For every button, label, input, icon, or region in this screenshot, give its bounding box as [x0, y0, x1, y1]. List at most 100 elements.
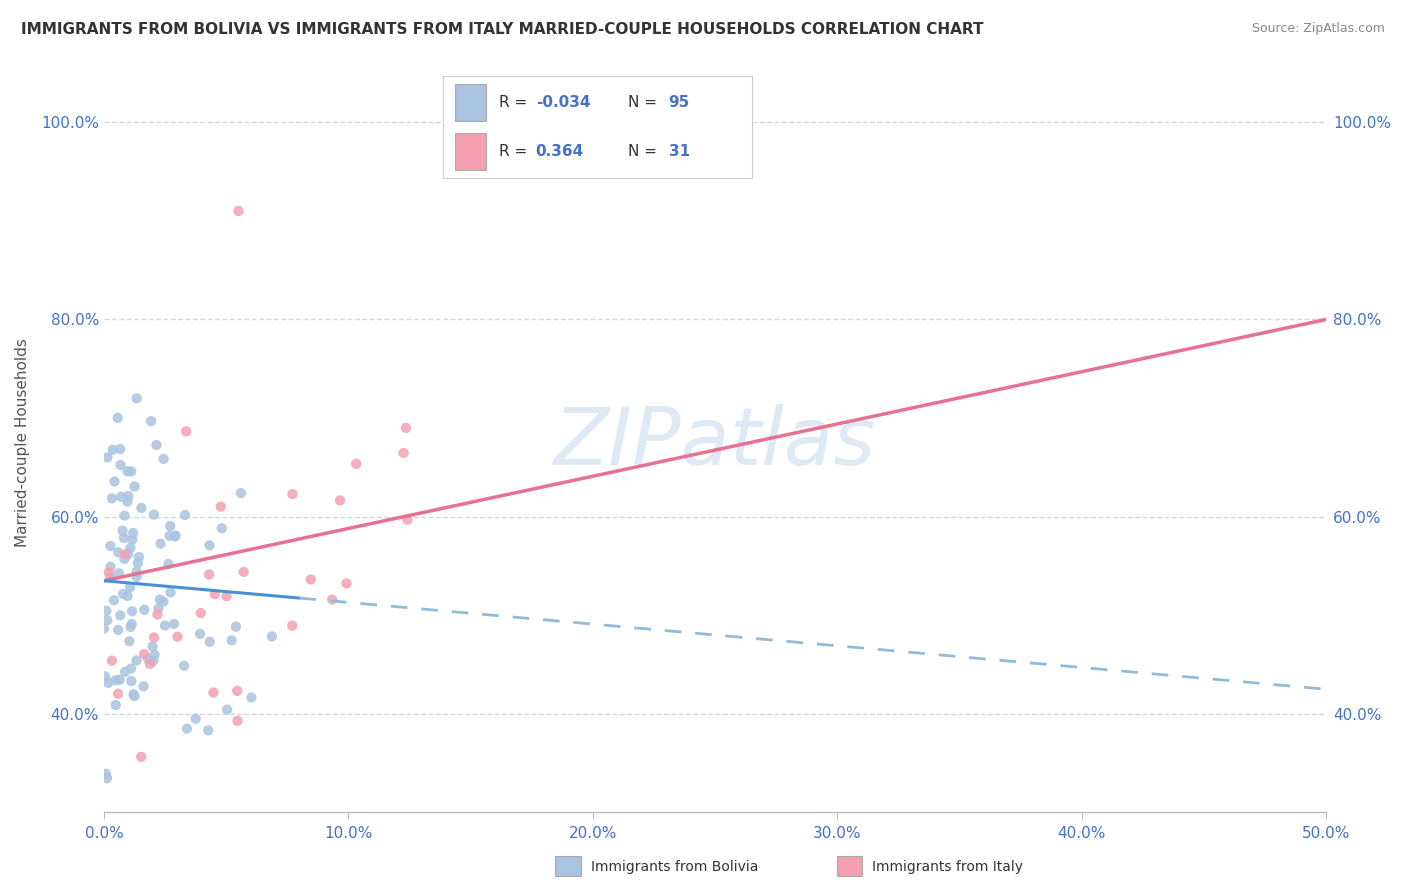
- Point: [122, 525, 145, 540]
- Point: [101, 491, 124, 506]
- Point: [93, 622, 115, 636]
- Point: [152, 451, 174, 466]
- Point: [104, 673, 127, 688]
- Point: [329, 493, 352, 508]
- Point: [114, 547, 136, 561]
- Point: [139, 414, 162, 428]
- Text: 0.364: 0.364: [536, 145, 583, 160]
- Text: IMMIGRANTS FROM BOLIVIA VS IMMIGRANTS FROM ITALY MARRIED-COUPLE HOUSEHOLDS CORRE: IMMIGRANTS FROM BOLIVIA VS IMMIGRANTS FR…: [21, 22, 984, 37]
- Point: [107, 623, 129, 637]
- Point: [124, 479, 146, 493]
- Point: [125, 392, 148, 406]
- Point: [145, 438, 167, 452]
- Point: [118, 634, 141, 648]
- Point: [211, 521, 233, 535]
- Point: [148, 601, 170, 615]
- Point: [281, 618, 304, 632]
- Point: [132, 679, 155, 693]
- FancyBboxPatch shape: [456, 84, 486, 121]
- Point: [134, 603, 156, 617]
- Point: [159, 529, 181, 543]
- Point: [117, 494, 139, 508]
- Text: 31: 31: [669, 145, 690, 160]
- Point: [232, 565, 254, 579]
- Point: [202, 685, 225, 699]
- Point: [321, 592, 343, 607]
- Text: N =: N =: [628, 95, 662, 110]
- Point: [128, 549, 150, 564]
- Point: [188, 627, 211, 641]
- Point: [94, 669, 117, 683]
- Text: -0.034: -0.034: [536, 95, 591, 110]
- Point: [120, 580, 142, 594]
- Point: [204, 587, 226, 601]
- Point: [103, 593, 125, 607]
- Text: 95: 95: [669, 95, 690, 110]
- Point: [229, 486, 252, 500]
- Point: [281, 487, 304, 501]
- Point: [228, 204, 250, 219]
- Point: [96, 613, 118, 627]
- Point: [299, 573, 322, 587]
- Point: [127, 556, 149, 570]
- Point: [108, 673, 131, 687]
- Point: [110, 608, 132, 623]
- Point: [117, 464, 139, 478]
- Point: [125, 653, 148, 667]
- Point: [131, 500, 153, 515]
- Point: [173, 658, 195, 673]
- Point: [174, 425, 197, 439]
- Point: [117, 548, 139, 562]
- Point: [142, 640, 165, 654]
- Point: [101, 654, 124, 668]
- Point: [217, 703, 239, 717]
- Point: [98, 571, 121, 585]
- Point: [94, 767, 117, 781]
- Point: [110, 458, 132, 472]
- Point: [165, 528, 187, 542]
- Point: [121, 617, 143, 632]
- Point: [134, 647, 156, 661]
- Point: [166, 630, 188, 644]
- Point: [97, 675, 120, 690]
- Point: [124, 689, 146, 703]
- Point: [120, 541, 142, 555]
- Point: [225, 619, 247, 633]
- Point: [149, 592, 172, 607]
- Point: [344, 457, 367, 471]
- Point: [114, 508, 136, 523]
- Point: [163, 529, 186, 543]
- Point: [103, 475, 125, 489]
- Point: [392, 446, 415, 460]
- Point: [112, 587, 135, 601]
- Point: [122, 687, 145, 701]
- Point: [176, 722, 198, 736]
- Point: [396, 513, 419, 527]
- Point: [107, 687, 129, 701]
- Point: [159, 519, 181, 533]
- Point: [139, 657, 162, 671]
- Text: R =: R =: [499, 95, 531, 110]
- Point: [111, 524, 134, 538]
- Point: [215, 590, 238, 604]
- Point: [142, 654, 165, 668]
- Point: [209, 500, 232, 514]
- Point: [104, 698, 127, 712]
- Text: Immigrants from Italy: Immigrants from Italy: [872, 860, 1022, 874]
- Point: [97, 566, 120, 580]
- Point: [143, 508, 166, 522]
- Point: [159, 585, 181, 599]
- Point: [121, 604, 143, 618]
- Text: R =: R =: [499, 145, 531, 160]
- Point: [100, 559, 122, 574]
- Point: [174, 508, 197, 522]
- Point: [125, 565, 148, 579]
- Point: [190, 606, 212, 620]
- Point: [198, 635, 221, 649]
- Point: [198, 567, 221, 582]
- Point: [226, 714, 249, 728]
- Text: N =: N =: [628, 145, 662, 160]
- Point: [110, 442, 132, 456]
- Point: [146, 607, 169, 622]
- Point: [112, 531, 135, 545]
